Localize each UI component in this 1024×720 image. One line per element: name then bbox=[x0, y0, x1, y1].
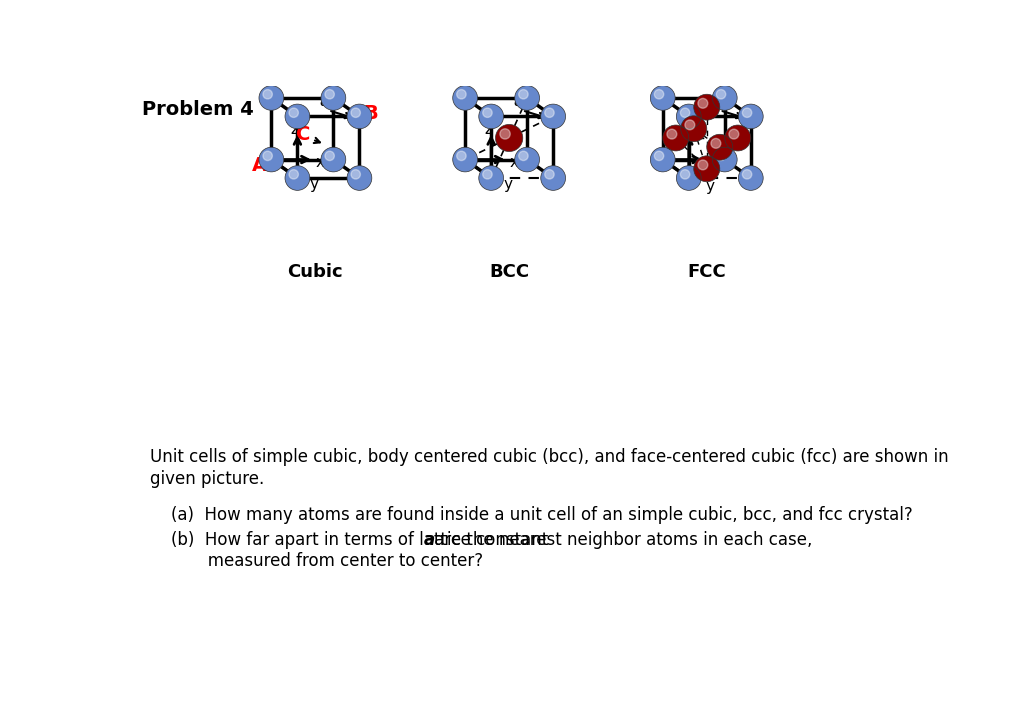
Circle shape bbox=[654, 89, 664, 99]
Text: A: A bbox=[252, 156, 266, 175]
Text: a: a bbox=[712, 94, 721, 109]
Text: y: y bbox=[309, 176, 318, 192]
Circle shape bbox=[725, 125, 751, 151]
Circle shape bbox=[707, 135, 733, 160]
Text: (a)  How many atoms are found inside a unit cell of an simple cubic, bcc, and fc: (a) How many atoms are found inside a un… bbox=[171, 506, 912, 524]
Circle shape bbox=[677, 104, 701, 129]
Text: x: x bbox=[708, 155, 716, 170]
Circle shape bbox=[482, 108, 493, 117]
Text: a: a bbox=[424, 531, 435, 549]
Circle shape bbox=[541, 104, 565, 129]
Circle shape bbox=[717, 151, 726, 161]
Circle shape bbox=[453, 86, 477, 110]
Circle shape bbox=[285, 166, 310, 190]
Circle shape bbox=[351, 170, 360, 179]
Circle shape bbox=[519, 151, 528, 161]
Circle shape bbox=[650, 147, 675, 172]
Circle shape bbox=[711, 138, 721, 148]
Text: y: y bbox=[706, 179, 715, 194]
Circle shape bbox=[347, 104, 372, 129]
Circle shape bbox=[500, 129, 510, 139]
Circle shape bbox=[259, 86, 284, 110]
Circle shape bbox=[545, 108, 554, 117]
Circle shape bbox=[321, 147, 346, 172]
Circle shape bbox=[742, 108, 752, 117]
Circle shape bbox=[541, 166, 565, 190]
Text: B: B bbox=[362, 104, 378, 123]
Circle shape bbox=[742, 170, 752, 179]
Circle shape bbox=[479, 104, 504, 129]
Circle shape bbox=[453, 147, 477, 172]
Text: a: a bbox=[319, 94, 330, 109]
Text: z: z bbox=[682, 122, 690, 137]
Circle shape bbox=[351, 108, 360, 117]
Circle shape bbox=[259, 147, 284, 172]
Circle shape bbox=[667, 129, 677, 139]
Text: C: C bbox=[296, 125, 310, 145]
Circle shape bbox=[713, 147, 737, 172]
Text: a: a bbox=[514, 94, 523, 109]
Circle shape bbox=[685, 120, 695, 130]
Circle shape bbox=[457, 151, 466, 161]
Text: given picture.: given picture. bbox=[150, 470, 264, 488]
Circle shape bbox=[738, 104, 763, 129]
Circle shape bbox=[457, 89, 466, 99]
Text: z: z bbox=[484, 122, 493, 137]
Circle shape bbox=[321, 86, 346, 110]
Circle shape bbox=[698, 160, 708, 170]
Text: z: z bbox=[291, 122, 298, 137]
Circle shape bbox=[285, 104, 310, 129]
Text: Unit cells of simple cubic, body centered cubic (bcc), and face-centered cubic (: Unit cells of simple cubic, body centere… bbox=[150, 449, 948, 467]
Circle shape bbox=[717, 89, 726, 99]
Circle shape bbox=[693, 156, 720, 181]
Text: Cubic: Cubic bbox=[288, 263, 343, 281]
Circle shape bbox=[729, 129, 738, 139]
Circle shape bbox=[654, 151, 664, 161]
Circle shape bbox=[479, 166, 504, 190]
Text: are the nearest neighbor atoms in each case,: are the nearest neighbor atoms in each c… bbox=[429, 531, 812, 549]
Circle shape bbox=[289, 108, 298, 117]
Circle shape bbox=[738, 166, 763, 190]
Circle shape bbox=[515, 147, 540, 172]
Text: (b)  How far apart in terms of lattice constant: (b) How far apart in terms of lattice co… bbox=[171, 531, 553, 549]
Circle shape bbox=[289, 170, 298, 179]
Circle shape bbox=[650, 86, 675, 110]
Circle shape bbox=[680, 108, 690, 117]
Circle shape bbox=[263, 151, 272, 161]
Circle shape bbox=[693, 94, 720, 120]
Text: y: y bbox=[503, 176, 512, 192]
Circle shape bbox=[515, 86, 540, 110]
Circle shape bbox=[681, 116, 707, 142]
Circle shape bbox=[325, 89, 335, 99]
Circle shape bbox=[482, 170, 493, 179]
Text: FCC: FCC bbox=[687, 263, 726, 281]
Circle shape bbox=[680, 170, 690, 179]
Text: measured from center to center?: measured from center to center? bbox=[171, 552, 482, 570]
Circle shape bbox=[496, 125, 523, 151]
Circle shape bbox=[347, 166, 372, 190]
Circle shape bbox=[545, 170, 554, 179]
Text: x: x bbox=[315, 155, 325, 170]
Circle shape bbox=[663, 125, 689, 151]
Text: Problem 4: Problem 4 bbox=[142, 100, 254, 120]
Circle shape bbox=[325, 151, 335, 161]
Circle shape bbox=[713, 86, 737, 110]
Text: x: x bbox=[510, 155, 518, 170]
Circle shape bbox=[677, 166, 701, 190]
Circle shape bbox=[519, 89, 528, 99]
Text: BCC: BCC bbox=[489, 263, 529, 281]
Circle shape bbox=[263, 89, 272, 99]
Circle shape bbox=[698, 99, 708, 108]
